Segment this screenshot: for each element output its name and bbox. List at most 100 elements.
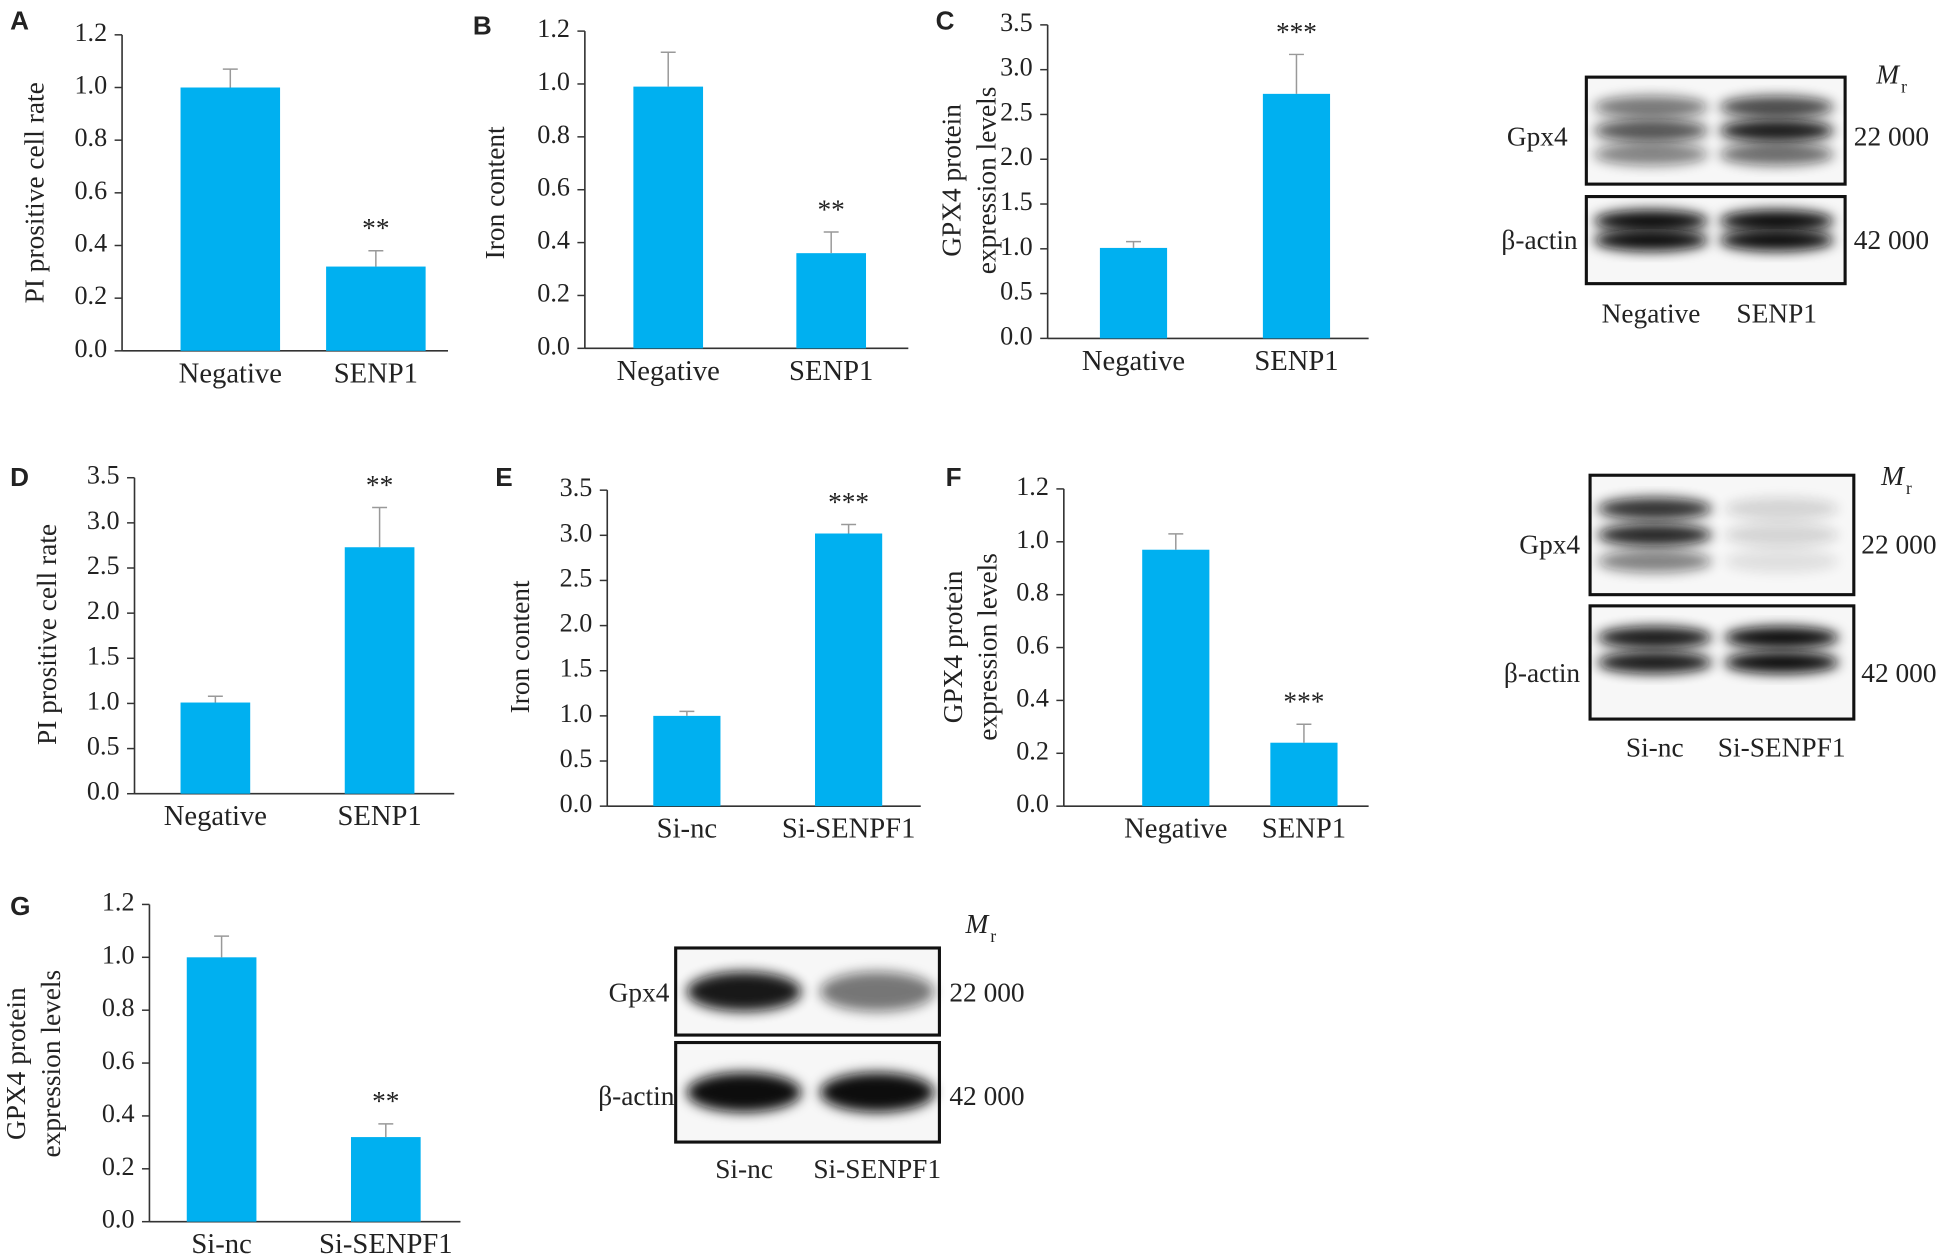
y-tick-label: 0.0: [74, 334, 107, 363]
bar: [653, 715, 721, 807]
panel-letter: D: [10, 462, 29, 492]
blot-mass-label: 22 000: [1861, 530, 1936, 560]
blot-row-label: β-actin: [598, 1081, 675, 1111]
error-bar: [1126, 240, 1141, 248]
significance-label: ***: [1276, 17, 1317, 47]
error-bar: [378, 1123, 394, 1138]
blot-mass-label: 42 000: [1854, 225, 1929, 255]
error-bar: [679, 710, 695, 716]
y-tick-label: 2.0: [560, 609, 593, 638]
x-tick-label: SENP1: [337, 801, 421, 832]
y-tick-label: 0.5: [1000, 277, 1033, 306]
blot-band: [1597, 626, 1712, 649]
y-axis-label: Iron content: [480, 126, 510, 259]
y-axis-label: expression levels: [971, 87, 1001, 275]
blot-band: [819, 971, 935, 1012]
y-tick-label: 3.0: [87, 506, 120, 535]
lane-label: Si-nc: [1626, 732, 1684, 762]
y-tick-label: 0.2: [1016, 736, 1049, 765]
y-tick-label: 0.0: [1000, 321, 1033, 350]
significance-label: ***: [828, 487, 869, 517]
blot-row-label: β-actin: [1504, 658, 1581, 688]
bar: [1099, 247, 1168, 339]
blot-band: [1593, 209, 1709, 233]
blot-band: [1593, 142, 1709, 166]
y-tick-label: 0.5: [560, 744, 593, 773]
panel-letter: C: [936, 5, 955, 35]
blot-band: [686, 971, 802, 1012]
x-tick-label: Negative: [1082, 346, 1185, 377]
blot-band: [1719, 95, 1834, 119]
x-tick-label: Si-SENPF1: [319, 1229, 453, 1259]
panel-letter: A: [10, 5, 29, 35]
blot-band: [1593, 95, 1709, 119]
y-tick-label: 0.4: [102, 1099, 135, 1128]
bar: [180, 87, 281, 351]
lane-label: SENP1: [1736, 298, 1817, 328]
blot-band: [1597, 497, 1712, 520]
y-tick-label: 0.6: [74, 176, 107, 205]
lane-label: Si-nc: [715, 1154, 773, 1184]
blot-band: [1593, 228, 1709, 252]
lane-label: Negative: [1602, 298, 1701, 328]
blot-band: [1719, 142, 1834, 166]
error-bar: [222, 68, 238, 88]
blot-mass-label: 22 000: [1854, 122, 1929, 152]
y-tick-label: 3.0: [1000, 53, 1033, 82]
x-tick-label: Negative: [617, 356, 720, 387]
y-tick-label: 0.6: [537, 173, 570, 202]
x-tick-label: SENP1: [1254, 346, 1338, 377]
bar: [796, 253, 867, 349]
significance-label: ***: [1283, 687, 1324, 717]
x-tick-label: SENP1: [334, 358, 418, 389]
y-tick-label: 1.0: [1000, 232, 1033, 261]
error-bar: [841, 523, 857, 534]
x-tick-label: Si-nc: [191, 1229, 251, 1259]
blot-mass-label: 42 000: [949, 1081, 1024, 1111]
y-tick-label: 3.5: [560, 473, 593, 502]
bar: [1262, 93, 1331, 339]
y-tick-label: 2.5: [87, 551, 120, 580]
y-tick-label: 2.5: [560, 563, 593, 592]
y-tick-label: 0.8: [74, 123, 107, 152]
bar: [1270, 742, 1338, 807]
y-tick-label: 0.0: [87, 777, 120, 806]
blot-row-label: Gpx4: [1507, 122, 1568, 152]
y-tick-label: 3.0: [560, 518, 593, 547]
y-tick-label: 3.5: [1000, 8, 1033, 37]
panel-letter: B: [473, 10, 492, 40]
blot-band: [1597, 523, 1712, 547]
error-bar: [372, 506, 388, 548]
y-tick-label: 0.8: [1016, 578, 1049, 607]
blot-row-label: Gpx4: [1519, 530, 1580, 560]
blot-band: [1719, 119, 1834, 142]
y-tick-label: 1.0: [87, 686, 120, 715]
y-tick-label: 0.2: [102, 1152, 135, 1181]
y-tick-label: 1.5: [560, 654, 593, 683]
error-bar: [368, 250, 384, 267]
blot-band: [1724, 651, 1839, 674]
x-tick-label: Si-nc: [657, 814, 717, 845]
y-tick-label: 1.0: [537, 67, 570, 96]
y-tick-label: 0.0: [560, 789, 593, 818]
bar: [815, 533, 883, 807]
blot-band: [686, 1072, 802, 1113]
y-tick-label: 1.0: [560, 699, 593, 728]
x-tick-label: Negative: [1124, 814, 1227, 845]
y-tick-label: 0.6: [1016, 631, 1049, 660]
blot-band: [1724, 550, 1839, 573]
panel-letter: F: [946, 462, 962, 492]
x-tick-label: SENP1: [789, 356, 873, 387]
bar: [1142, 549, 1210, 807]
mr-subscript: r: [1901, 76, 1907, 96]
y-axis-label: expression levels: [973, 553, 1003, 741]
panel-letter: E: [495, 462, 512, 492]
y-axis-label: expression levels: [36, 970, 66, 1158]
blot-band: [1724, 497, 1839, 520]
y-tick-label: 1.2: [1016, 472, 1049, 501]
y-tick-label: 1.2: [102, 887, 135, 916]
mr-symbol: M: [1875, 59, 1901, 89]
blot-band: [1724, 626, 1839, 649]
mr-subscript: r: [1906, 478, 1912, 498]
